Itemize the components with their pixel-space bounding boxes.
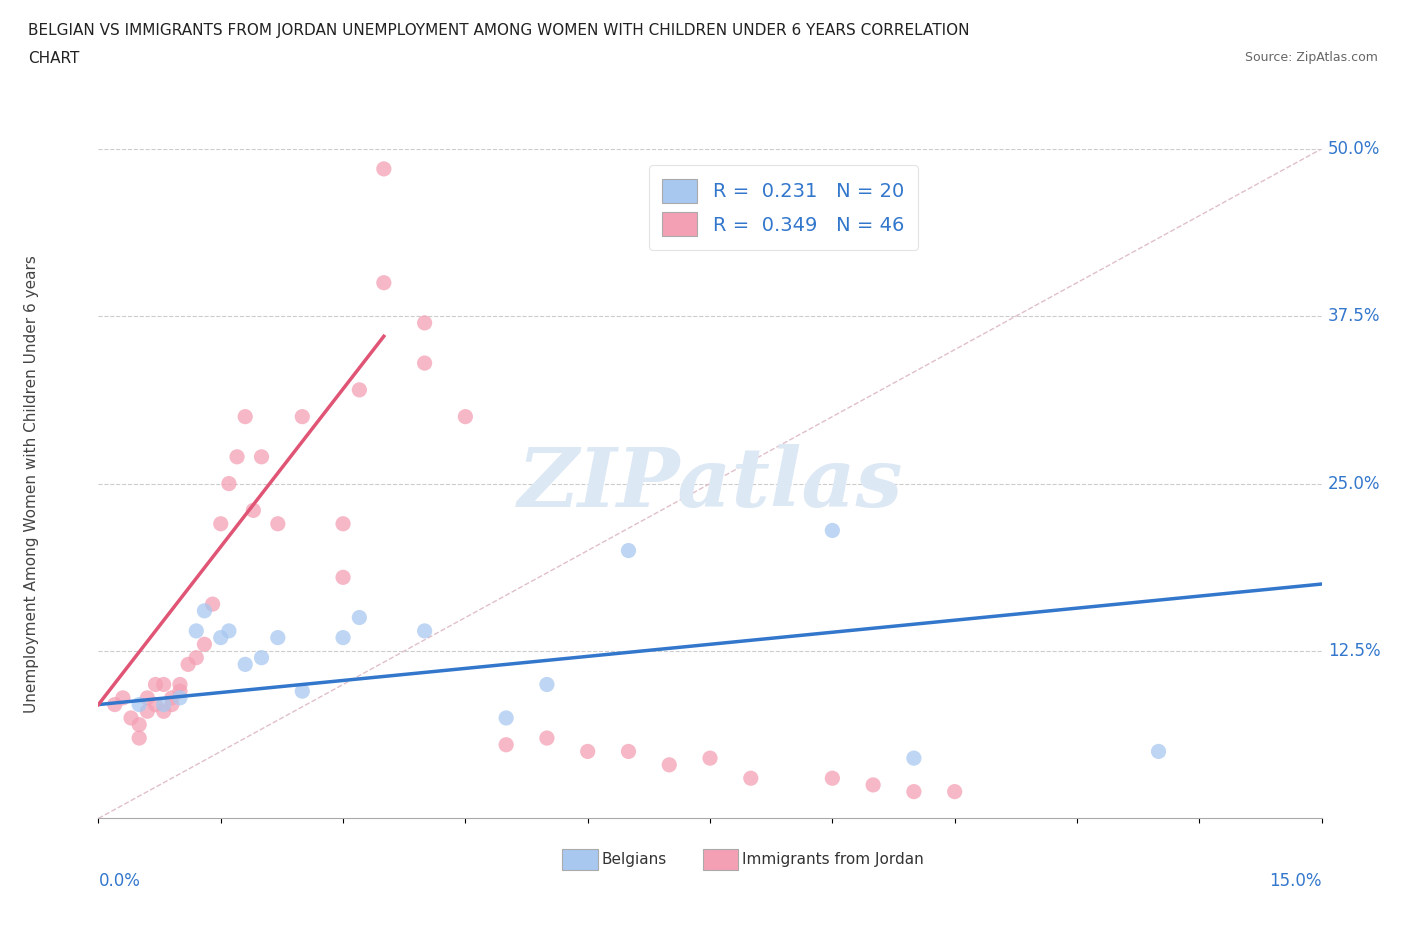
- Text: 15.0%: 15.0%: [1270, 872, 1322, 890]
- Point: [903, 751, 925, 765]
- Point: [617, 543, 640, 558]
- Point: [495, 737, 517, 752]
- Text: Source: ZipAtlas.com: Source: ZipAtlas.com: [1244, 51, 1378, 64]
- Point: [454, 409, 477, 424]
- Point: [495, 711, 517, 725]
- Point: [169, 690, 191, 705]
- Legend: R =  0.231   N = 20, R =  0.349   N = 46: R = 0.231 N = 20, R = 0.349 N = 46: [648, 166, 918, 249]
- Point: [177, 657, 200, 671]
- Point: [160, 698, 183, 712]
- Text: Unemployment Among Women with Children Under 6 years: Unemployment Among Women with Children U…: [24, 255, 38, 712]
- Text: BELGIAN VS IMMIGRANTS FROM JORDAN UNEMPLOYMENT AMONG WOMEN WITH CHILDREN UNDER 6: BELGIAN VS IMMIGRANTS FROM JORDAN UNEMPL…: [28, 23, 970, 38]
- Point: [536, 677, 558, 692]
- Point: [104, 698, 127, 712]
- Point: [943, 784, 966, 799]
- Point: [413, 315, 436, 330]
- Point: [332, 570, 354, 585]
- Point: [658, 757, 681, 772]
- Point: [136, 704, 159, 719]
- Point: [413, 355, 436, 370]
- Point: [413, 623, 436, 638]
- Point: [242, 503, 264, 518]
- Point: [250, 449, 273, 464]
- Point: [349, 382, 371, 397]
- Point: [209, 631, 232, 645]
- Point: [617, 744, 640, 759]
- Point: [740, 771, 762, 786]
- Point: [233, 657, 256, 671]
- Text: 37.5%: 37.5%: [1327, 307, 1381, 326]
- Point: [536, 731, 558, 746]
- Point: [291, 409, 314, 424]
- Point: [152, 677, 174, 692]
- Point: [186, 650, 208, 665]
- Point: [373, 275, 395, 290]
- Point: [169, 684, 191, 698]
- Point: [111, 690, 134, 705]
- Point: [267, 516, 290, 531]
- Text: CHART: CHART: [28, 51, 80, 66]
- Point: [145, 698, 167, 712]
- Text: 12.5%: 12.5%: [1327, 642, 1381, 660]
- Point: [226, 449, 249, 464]
- Point: [218, 476, 240, 491]
- Point: [699, 751, 721, 765]
- Point: [128, 717, 150, 732]
- Point: [821, 523, 844, 538]
- Point: [349, 610, 371, 625]
- Point: [291, 684, 314, 698]
- Point: [218, 623, 240, 638]
- Point: [1147, 744, 1170, 759]
- Point: [186, 623, 208, 638]
- Point: [152, 704, 174, 719]
- Point: [576, 744, 599, 759]
- Point: [233, 409, 256, 424]
- Point: [152, 698, 174, 712]
- Text: Immigrants from Jordan: Immigrants from Jordan: [742, 852, 924, 867]
- Point: [120, 711, 142, 725]
- Point: [267, 631, 290, 645]
- Text: 50.0%: 50.0%: [1327, 140, 1381, 158]
- Text: 0.0%: 0.0%: [98, 872, 141, 890]
- Point: [128, 731, 150, 746]
- Point: [250, 650, 273, 665]
- Point: [145, 677, 167, 692]
- Point: [169, 677, 191, 692]
- Point: [332, 631, 354, 645]
- Point: [136, 690, 159, 705]
- Text: Belgians: Belgians: [602, 852, 666, 867]
- Point: [821, 771, 844, 786]
- Text: 25.0%: 25.0%: [1327, 474, 1381, 493]
- Point: [862, 777, 884, 792]
- Point: [193, 637, 215, 652]
- Point: [903, 784, 925, 799]
- Point: [160, 690, 183, 705]
- Point: [209, 516, 232, 531]
- Point: [193, 604, 215, 618]
- Point: [128, 698, 150, 712]
- Text: ZIPatlas: ZIPatlas: [517, 444, 903, 524]
- Point: [201, 597, 224, 612]
- Point: [332, 516, 354, 531]
- Point: [373, 162, 395, 177]
